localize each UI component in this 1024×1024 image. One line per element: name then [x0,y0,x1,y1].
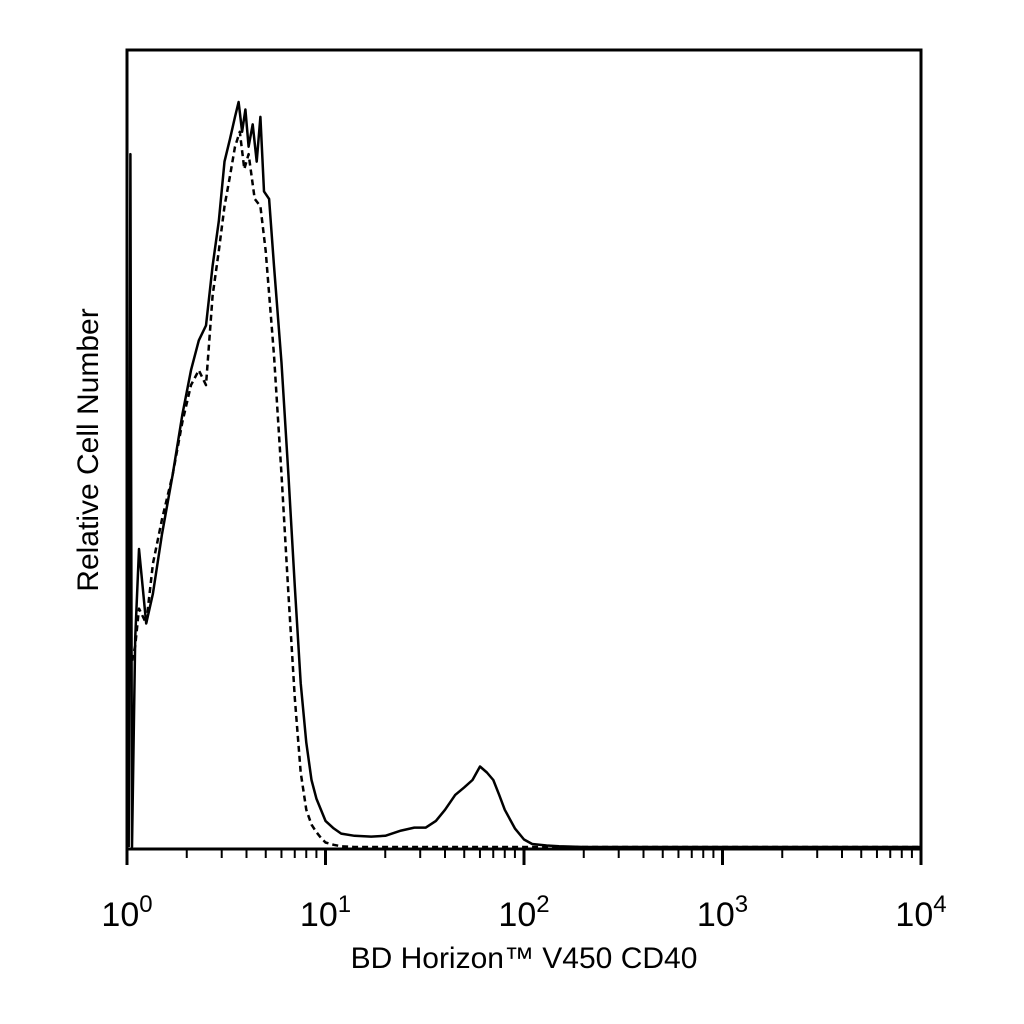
x-tick-label: 104 [895,891,946,934]
x-tick-label: 100 [101,891,152,934]
x-axis-ticks [125,849,923,865]
x-tick-label: 101 [300,891,351,934]
x-tick-label: 103 [697,891,748,934]
x-tick-label: 102 [498,891,549,934]
x-axis-label: BD Horizon™ V450 CD40 [351,942,698,975]
plot-frame [125,48,923,851]
y-axis-label: Relative Cell Number [72,308,105,591]
x-axis-tick-labels: 100 101 102 103 104 [101,891,946,934]
series-line-dashed [130,130,921,849]
series-line-solid [127,100,921,849]
series-layer [127,100,921,849]
